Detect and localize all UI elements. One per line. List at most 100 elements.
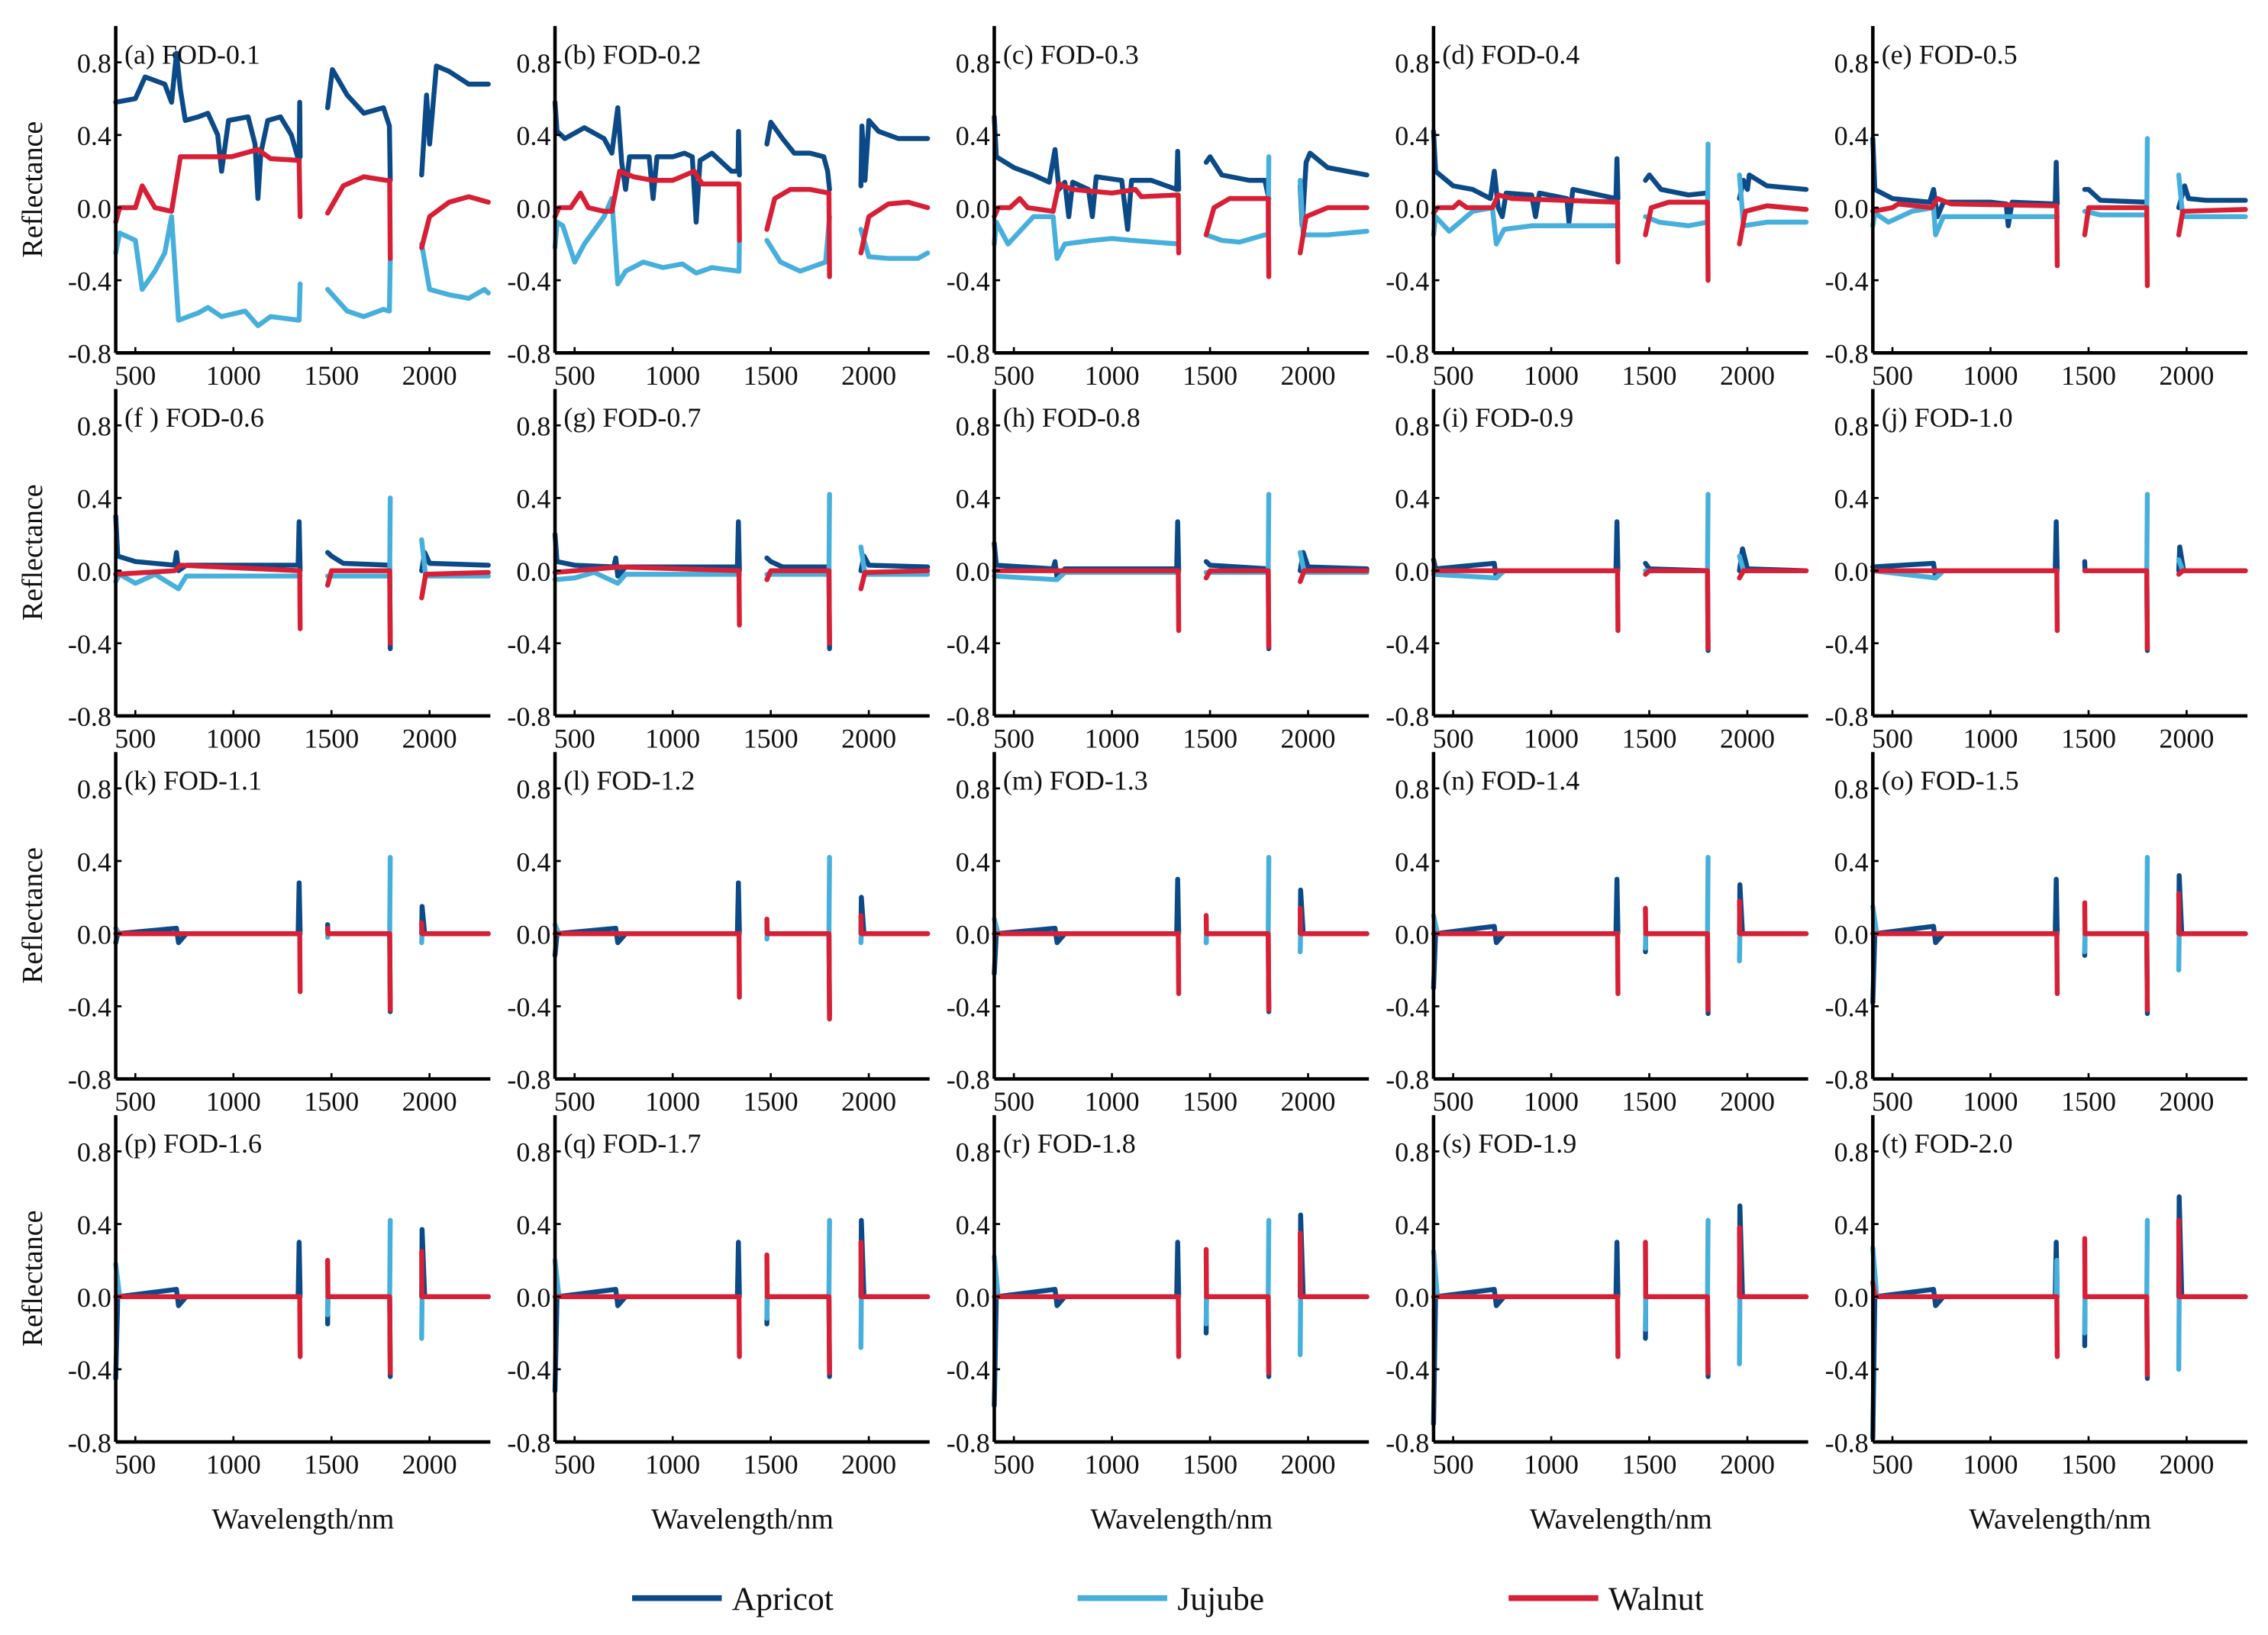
series-apricot-line xyxy=(1737,173,1809,202)
y-axis-title: Reflectance xyxy=(17,484,49,621)
y-tick-label: 0.0 xyxy=(956,1282,990,1313)
x-tick-label: 1500 xyxy=(1182,1086,1237,1117)
series-jujube-line xyxy=(992,214,1182,261)
x-tick-label: 1500 xyxy=(304,1450,359,1480)
series-walnut-line xyxy=(113,1294,303,1359)
y-tick-label: -0.8 xyxy=(1825,339,1869,369)
panel-title: (c) FOD-0.3 xyxy=(1003,39,1139,69)
x-tick-label: 1000 xyxy=(1085,1450,1140,1480)
y-tick-label: 0.0 xyxy=(956,556,990,587)
y-tick-label: 0.0 xyxy=(516,193,550,224)
x-tick-label: 1500 xyxy=(1622,724,1677,754)
series-apricot-line xyxy=(764,119,832,192)
x-tick-label: 2000 xyxy=(2159,1450,2214,1480)
series-jujube-line xyxy=(1737,173,1809,228)
panel-title: (g) FOD-0.7 xyxy=(563,402,701,433)
panel-title: (a) FOD-0.1 xyxy=(124,39,260,69)
series-walnut-line xyxy=(113,563,303,631)
series-apricot-line xyxy=(2082,931,2150,1017)
x-tick-label: 1000 xyxy=(1085,360,1140,391)
series-apricot-line xyxy=(1297,550,1370,573)
series-apricot-line xyxy=(1203,931,1272,1014)
y-tick-label: 0.4 xyxy=(956,121,990,151)
series-walnut-line xyxy=(1643,1240,1711,1375)
y-tick-label: -0.8 xyxy=(68,701,111,732)
y-tick-label: 0.0 xyxy=(1834,556,1869,587)
series-jujube-line xyxy=(1297,178,1370,237)
series-apricot-line xyxy=(1737,546,1809,573)
y-tick-label: 0.4 xyxy=(1834,484,1869,514)
x-tick-label: 1000 xyxy=(645,1450,700,1480)
series-jujube-line xyxy=(858,227,931,261)
y-tick-label: -0.8 xyxy=(68,339,111,369)
legend-label: Jujube xyxy=(1177,1581,1264,1617)
x-tick-label: 2000 xyxy=(1720,1450,1775,1480)
panel-title: (n) FOD-1.4 xyxy=(1442,766,1579,796)
x-tick-label: 1500 xyxy=(1182,1450,1237,1480)
y-tick-label: 0.4 xyxy=(77,121,111,151)
series-jujube-line xyxy=(1297,931,1370,955)
y-tick-label: -0.8 xyxy=(507,1065,550,1095)
series-apricot-line xyxy=(858,118,931,189)
series-walnut-line xyxy=(1737,203,1809,247)
panel-t: -0.8 -0.4 0.0 0.4 0.8 500 1000 1500 2000 (t) FOD-… xyxy=(1825,1114,2248,1536)
x-tick-label: 2000 xyxy=(1281,1450,1336,1480)
y-tick-label: 0.8 xyxy=(516,774,550,805)
series-walnut-line xyxy=(1870,195,2060,269)
series-walnut-line xyxy=(552,931,742,1000)
x-tick-label: 500 xyxy=(1872,724,1913,754)
series-apricot-line xyxy=(1870,1240,2060,1441)
x-tick-label: 500 xyxy=(993,360,1034,391)
series-walnut-line xyxy=(552,1294,742,1359)
series-apricot-line xyxy=(1870,876,2060,1005)
x-tick-label: 2000 xyxy=(402,360,457,391)
y-tick-label: -0.4 xyxy=(947,1355,990,1385)
x-tick-label: 1000 xyxy=(1963,1086,2018,1117)
y-tick-label: -0.4 xyxy=(1386,629,1429,659)
series-apricot-line xyxy=(1431,1240,1621,1427)
panel-m: -0.8 -0.4 0.0 0.4 0.8 500 1000 1500 2000 (m) FOD-… xyxy=(947,752,1370,1117)
series-jujube-line xyxy=(1870,205,2060,237)
y-tick-label: 0.8 xyxy=(1395,411,1429,442)
y-tick-label: 0.4 xyxy=(1395,847,1429,877)
series-walnut-line xyxy=(1297,905,1370,937)
x-tick-label: 1500 xyxy=(304,1086,359,1117)
x-tick-label: 1500 xyxy=(2061,360,2116,391)
panel-f: -0.8 -0.4 0.0 0.4 0.8 500 1000 1500 2000 (f ) FOD… xyxy=(17,389,491,754)
series-walnut-line xyxy=(764,1252,832,1375)
series-walnut-line xyxy=(2176,207,2248,237)
x-tick-label: 1000 xyxy=(1085,724,1140,754)
x-tick-label: 1000 xyxy=(206,724,261,754)
x-tick-label: 2000 xyxy=(841,724,896,754)
y-axis-title: Reflectance xyxy=(17,847,49,984)
series-jujube-line xyxy=(1737,1294,1809,1366)
x-tick-label: 1500 xyxy=(1622,1086,1677,1117)
y-tick-label: -0.8 xyxy=(1386,1427,1429,1458)
x-tick-label: 1500 xyxy=(744,724,798,754)
x-tick-label: 500 xyxy=(1433,360,1474,391)
panel-k: -0.8 -0.4 0.0 0.4 0.8 500 1000 1500 2000 (k) FOD-… xyxy=(17,752,491,1117)
y-tick-label: 0.4 xyxy=(1395,484,1429,514)
x-axis-title: Wavelength/nm xyxy=(212,1504,395,1536)
x-tick-label: 1500 xyxy=(1182,724,1237,754)
series-apricot-line xyxy=(2082,559,2150,653)
series-walnut-line xyxy=(2176,1217,2248,1300)
panel-title: (r) FOD-1.8 xyxy=(1003,1128,1136,1159)
y-tick-label: 0.0 xyxy=(516,919,550,950)
panel-title: (b) FOD-0.2 xyxy=(563,39,701,69)
x-tick-label: 2000 xyxy=(1720,1086,1775,1117)
x-tick-label: 2000 xyxy=(841,1086,896,1117)
series-walnut-line xyxy=(992,1294,1182,1359)
series-walnut-line xyxy=(1643,905,1711,1013)
series-apricot-line xyxy=(764,1294,832,1379)
x-tick-label: 2000 xyxy=(2159,724,2214,754)
series-jujube-line xyxy=(1203,1217,1272,1327)
series-walnut-line xyxy=(1870,568,2060,634)
y-tick-label: 0.4 xyxy=(516,121,550,151)
x-tick-label: 1500 xyxy=(1622,360,1677,391)
panel-title: (p) FOD-1.6 xyxy=(124,1128,262,1159)
y-tick-label: -0.4 xyxy=(68,1355,111,1385)
y-tick-label: -0.4 xyxy=(507,629,550,659)
series-jujube-line xyxy=(1643,141,1711,228)
y-tick-label: 0.4 xyxy=(77,1210,111,1240)
